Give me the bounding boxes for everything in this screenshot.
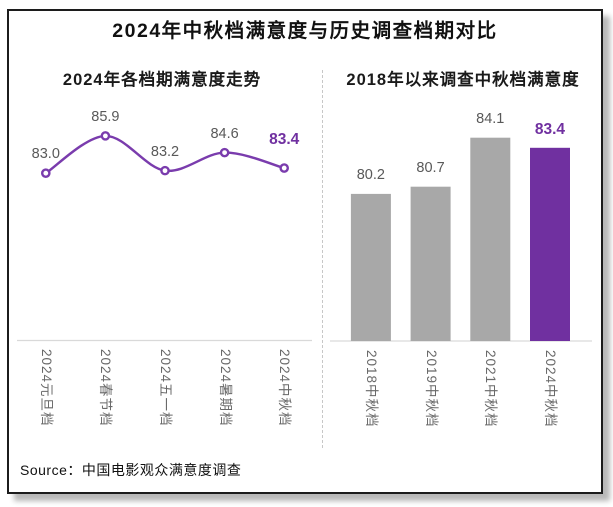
x-axis-label: 2024春节档 — [98, 348, 114, 427]
value-label: 83.2 — [150, 143, 180, 160]
value-label: 84.1 — [476, 110, 505, 127]
x-axis-label: 2019中秋档 — [423, 350, 439, 428]
line-chart-title: 2024年各档期满意度走势 — [62, 71, 262, 89]
value-label: 83.0 — [31, 146, 60, 163]
bar — [530, 147, 570, 341]
source-note: Source：中国电影观众满意度调查 — [20, 462, 242, 478]
x-axis-label: 2024暑期档 — [217, 348, 233, 427]
x-axis-label: 2024中秋档 — [542, 350, 558, 428]
value-label: 80.7 — [416, 159, 445, 176]
data-point-marker — [160, 165, 170, 176]
bar-chart-title: 2018年以来调查中秋档满意度 — [346, 71, 580, 89]
value-label: 84.6 — [210, 125, 239, 142]
x-axis-label: 2024元旦档 — [38, 348, 54, 427]
x-axis-label: 2021中秋档 — [483, 350, 499, 428]
bar — [470, 137, 511, 341]
x-axis-label: 2024中秋档 — [277, 348, 293, 427]
value-label: 85.9 — [91, 108, 120, 125]
data-point-marker — [279, 163, 290, 173]
value-label: 80.2 — [356, 166, 385, 183]
x-axis-label: 2018中秋档 — [363, 350, 379, 428]
value-label: 83.4 — [269, 131, 300, 149]
value-label: 83.4 — [534, 120, 566, 138]
bar — [350, 193, 391, 341]
data-point-marker — [219, 147, 230, 158]
bar — [410, 186, 451, 341]
panel-divider — [322, 70, 323, 448]
data-point-marker — [100, 131, 111, 141]
main-title: 2024年中秋档满意度与历史调查档期对比 — [112, 20, 498, 42]
data-point-marker — [41, 168, 51, 179]
x-axis-label: 2024五一档 — [158, 348, 173, 427]
